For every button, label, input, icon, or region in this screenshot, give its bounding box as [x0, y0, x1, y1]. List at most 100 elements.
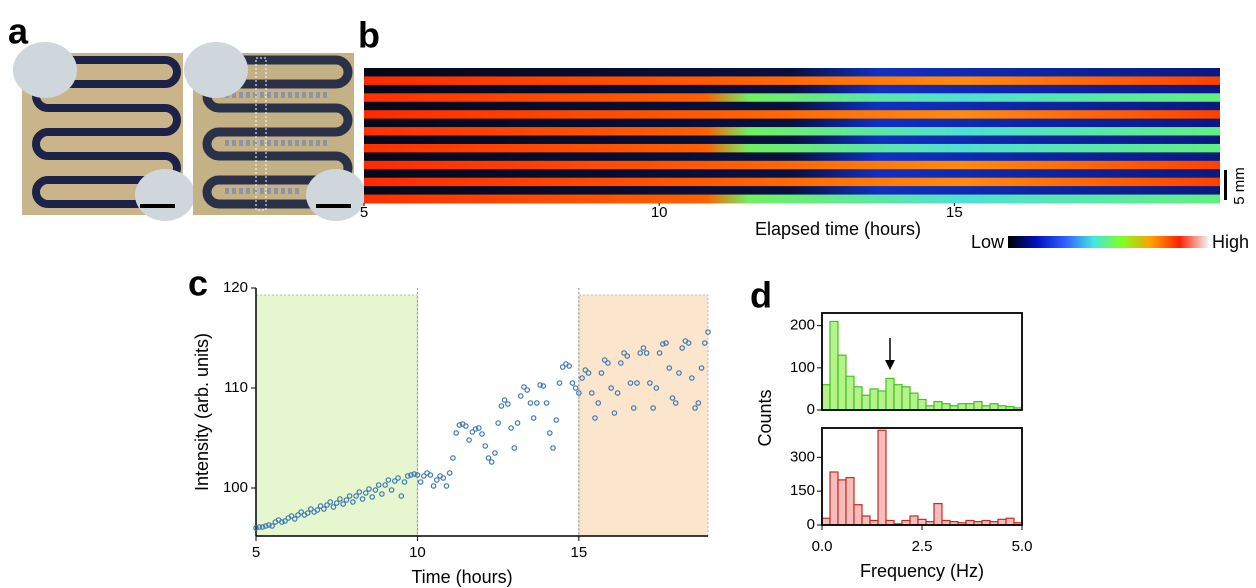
- panel-label: c: [188, 263, 208, 304]
- y-tick-label: 0: [807, 401, 815, 418]
- histogram-bar: [917, 398, 927, 411]
- data-point: [262, 523, 269, 529]
- data-point: [618, 360, 624, 366]
- data-point: [427, 472, 434, 478]
- y-tick-label: 100: [790, 359, 815, 376]
- heatmap-row: [364, 84, 1220, 94]
- histogram-bar: [837, 479, 847, 526]
- data-point: [350, 499, 356, 505]
- y-axis-label: Counts: [755, 389, 775, 446]
- panel-label: d: [750, 275, 772, 316]
- data-point: [392, 478, 398, 484]
- histogram-bar: [941, 403, 951, 411]
- histogram-bar: [965, 403, 975, 411]
- y-tick-label: 300: [790, 448, 815, 465]
- data-point: [314, 507, 321, 513]
- histogram-bar: [853, 504, 863, 526]
- data-point: [337, 496, 343, 502]
- data-point: [320, 506, 327, 512]
- data-point: [643, 350, 650, 356]
- heatmap-row: [364, 101, 1220, 111]
- data-point: [527, 400, 534, 406]
- data-point: [663, 340, 669, 346]
- data-point: [605, 360, 611, 366]
- data-point: [266, 522, 272, 528]
- data-point: [482, 443, 489, 449]
- data-point: [269, 523, 275, 529]
- data-point: [592, 415, 598, 421]
- heatmap-row: [364, 194, 1220, 204]
- data-point: [433, 477, 440, 483]
- data-point: [598, 370, 605, 376]
- data-point: [640, 345, 647, 351]
- data-point: [379, 491, 385, 497]
- histogram-bar: [845, 375, 855, 411]
- data-point: [611, 410, 618, 416]
- data-point: [256, 524, 263, 530]
- data-point: [372, 487, 379, 493]
- histogram-bar: [909, 515, 919, 526]
- y-tick-label: 200: [790, 317, 815, 334]
- panel-label: b: [358, 15, 380, 56]
- panel-label: a: [8, 11, 29, 52]
- x-tick-label: 10: [651, 204, 668, 221]
- x-tick-label: 5.0: [1012, 538, 1033, 555]
- data-point: [692, 405, 698, 411]
- data-point: [505, 401, 511, 407]
- heatmap-row: [364, 143, 1220, 153]
- data-point: [385, 477, 392, 483]
- data-point: [650, 405, 656, 411]
- data-point: [298, 509, 305, 515]
- data-point: [395, 475, 401, 481]
- histogram-bar: [893, 384, 903, 411]
- data-point: [656, 350, 663, 356]
- histogram-bar: [821, 384, 831, 411]
- y-tick-label: 150: [790, 482, 815, 499]
- data-point: [369, 494, 376, 500]
- data-point: [485, 455, 492, 461]
- y-tick-label: 0: [807, 516, 815, 533]
- data-point: [330, 504, 337, 510]
- data-point: [634, 380, 640, 386]
- x-tick-label: 15: [946, 204, 963, 221]
- data-point: [398, 493, 405, 499]
- histogram-bar: [933, 502, 943, 526]
- data-point: [517, 393, 524, 399]
- plot-frame: [821, 312, 1023, 411]
- histogram-bar: [909, 392, 919, 411]
- data-point: [453, 430, 459, 436]
- data-point: [666, 365, 673, 371]
- data-point: [521, 384, 527, 390]
- data-point: [488, 459, 495, 465]
- data-point: [559, 364, 566, 370]
- data-point: [404, 473, 411, 479]
- data-point: [362, 490, 369, 496]
- data-point: [291, 516, 298, 522]
- data-point: [630, 405, 637, 411]
- data-point: [340, 501, 346, 507]
- data-point: [253, 525, 259, 531]
- histogram-bar: [821, 517, 831, 526]
- data-point: [556, 380, 563, 386]
- data-point: [304, 510, 311, 516]
- data-point: [582, 367, 589, 373]
- data-point: [627, 380, 634, 386]
- data-point: [695, 400, 702, 406]
- x-axis-label: Elapsed time (hours): [755, 219, 921, 239]
- heatmap-row: [364, 110, 1220, 120]
- data-point: [327, 499, 334, 505]
- data-point: [463, 423, 469, 429]
- y-tick-label: 100: [223, 479, 248, 496]
- heatmap-row: [364, 169, 1220, 179]
- data-point: [514, 420, 521, 426]
- data-point: [446, 470, 453, 476]
- data-point: [443, 483, 450, 489]
- data-point: [472, 426, 479, 432]
- data-point: [498, 403, 505, 409]
- data-point: [343, 497, 350, 503]
- data-point: [456, 422, 463, 428]
- data-point: [566, 363, 572, 369]
- histogram-bar: [973, 400, 983, 411]
